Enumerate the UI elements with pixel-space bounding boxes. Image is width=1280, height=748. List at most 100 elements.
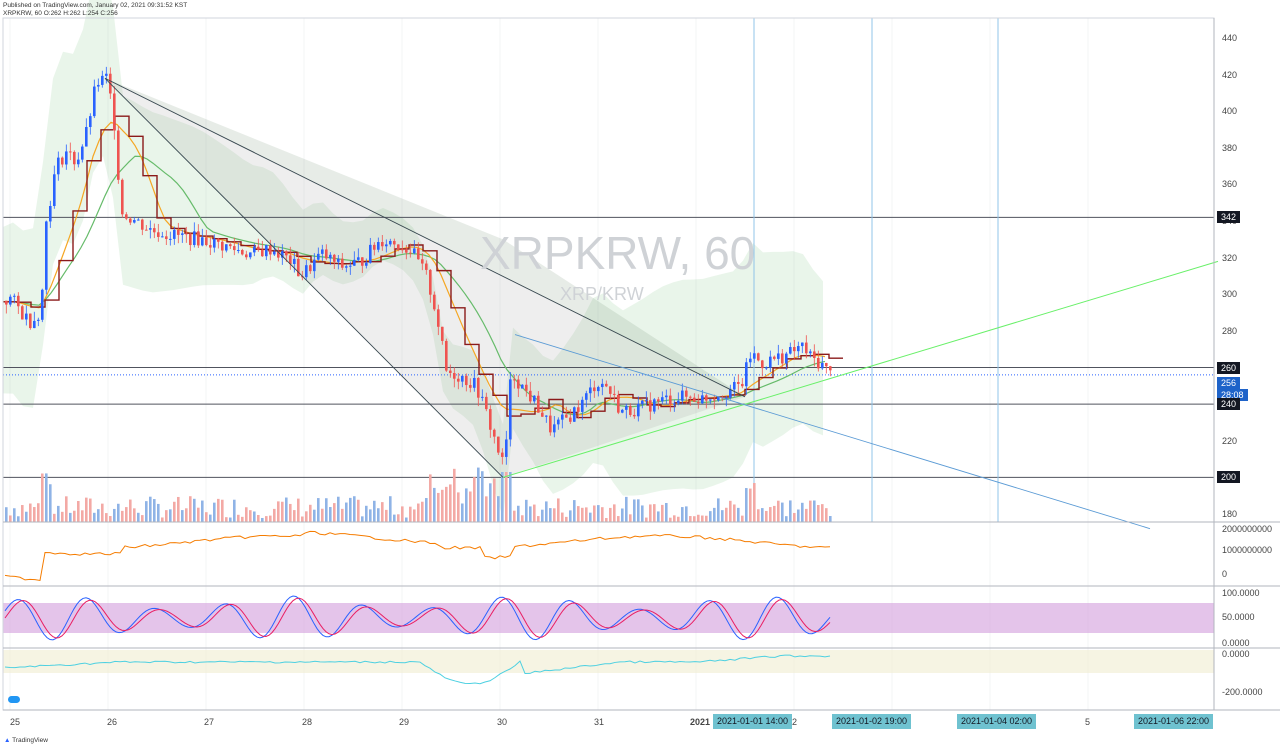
volume-bar bbox=[9, 515, 12, 522]
symbol-watermark: XRPKRW, 60 bbox=[480, 227, 756, 279]
candle-body bbox=[725, 397, 728, 399]
candle-body bbox=[785, 353, 788, 364]
candle-body bbox=[181, 233, 184, 235]
time-tag: 2021-01-01 14:00 bbox=[713, 714, 793, 729]
volume-bar bbox=[17, 516, 20, 522]
candle-body bbox=[333, 254, 336, 262]
volume-bar bbox=[793, 512, 796, 522]
candle-body bbox=[25, 313, 28, 320]
candle-body bbox=[365, 262, 368, 266]
volume-bar bbox=[633, 499, 636, 522]
candle-body bbox=[441, 326, 444, 341]
candle-body bbox=[313, 259, 316, 272]
candle-body bbox=[601, 383, 604, 388]
volume-bar bbox=[345, 502, 348, 522]
candle-body bbox=[173, 229, 176, 239]
trend-lines bbox=[104, 77, 1219, 530]
volume-bar bbox=[809, 500, 812, 522]
candle-body bbox=[613, 393, 616, 395]
candle-body bbox=[481, 396, 484, 398]
candle-body bbox=[661, 397, 664, 402]
candle-body bbox=[533, 395, 536, 402]
candle-body bbox=[245, 254, 248, 258]
candle-body bbox=[665, 395, 668, 398]
candle-body bbox=[449, 370, 452, 374]
candle-body bbox=[257, 246, 260, 250]
stoch-tick: 0.0000 bbox=[1222, 638, 1250, 648]
volume-bar bbox=[481, 471, 484, 522]
volume-bar bbox=[397, 514, 400, 522]
candle-body bbox=[749, 358, 752, 363]
candle-body bbox=[589, 387, 592, 394]
volume-bar bbox=[337, 496, 340, 522]
volume-bar bbox=[309, 504, 312, 522]
candle-body bbox=[393, 240, 396, 245]
volume-bar bbox=[425, 498, 428, 522]
volume-bar bbox=[521, 515, 524, 522]
volume-bar bbox=[733, 504, 736, 522]
volume-bar bbox=[813, 500, 816, 522]
volume-bar bbox=[325, 498, 328, 522]
price-tick: 440 bbox=[1222, 33, 1238, 43]
volume-bar bbox=[289, 503, 292, 522]
obv-tick: 0 bbox=[1222, 569, 1228, 579]
volume-bar bbox=[85, 497, 88, 522]
price-tick: 180 bbox=[1222, 509, 1238, 519]
volume-bar bbox=[213, 502, 216, 522]
price-tick: 380 bbox=[1222, 142, 1238, 153]
candle-body bbox=[401, 249, 404, 251]
volume-bar bbox=[653, 504, 656, 522]
volume-bar bbox=[129, 499, 132, 522]
volume-bar bbox=[661, 504, 664, 522]
candle-body bbox=[817, 357, 820, 369]
volume-bar bbox=[757, 509, 760, 522]
candle-body bbox=[133, 220, 136, 223]
volume-bar bbox=[705, 515, 708, 522]
volume-bar bbox=[533, 504, 536, 522]
candle-body bbox=[593, 387, 596, 392]
candle-body bbox=[753, 353, 756, 359]
candle-body bbox=[521, 384, 524, 389]
time-tick: 5 bbox=[1085, 717, 1091, 727]
volume-bar bbox=[745, 488, 748, 522]
candle-body bbox=[669, 395, 672, 405]
volume-bar bbox=[37, 503, 40, 522]
volume-bar bbox=[497, 496, 500, 522]
volume-bar bbox=[341, 508, 344, 522]
volume-bar bbox=[729, 500, 732, 522]
volume-bar bbox=[573, 500, 576, 522]
time-tag: 2021-01-04 02:00 bbox=[957, 714, 1037, 729]
candle-body bbox=[233, 246, 236, 251]
candle-body bbox=[289, 255, 292, 265]
candle-body bbox=[801, 342, 804, 347]
candle-body bbox=[45, 221, 48, 290]
volume-bar bbox=[93, 512, 96, 522]
volume-bar bbox=[137, 512, 140, 522]
volume-bar bbox=[781, 502, 784, 522]
volume-bar bbox=[365, 505, 368, 522]
candle-body bbox=[93, 86, 96, 117]
obv-line bbox=[4, 530, 831, 582]
volume-bar bbox=[285, 497, 288, 522]
candle-body bbox=[797, 346, 800, 352]
volume-bar bbox=[773, 505, 776, 522]
time-tag: 2021-01-06 22:00 bbox=[1134, 714, 1214, 729]
volume-bar bbox=[233, 499, 236, 522]
volume-bar bbox=[665, 503, 668, 522]
cloud-icon[interactable] bbox=[8, 696, 20, 703]
volume-bar bbox=[145, 501, 148, 522]
candle-body bbox=[541, 412, 544, 417]
candle-body bbox=[317, 253, 320, 260]
candle-body bbox=[729, 389, 732, 398]
volume-bar bbox=[125, 507, 128, 522]
volume-bar bbox=[237, 514, 240, 522]
stoch-d-line bbox=[4, 597, 831, 639]
volume-bar bbox=[41, 473, 44, 522]
volume-bar bbox=[249, 510, 252, 522]
candle-body bbox=[629, 405, 632, 415]
candle-body bbox=[705, 395, 708, 401]
candle-body bbox=[461, 375, 464, 382]
candle-body bbox=[389, 240, 392, 245]
volume-bar bbox=[81, 510, 84, 522]
